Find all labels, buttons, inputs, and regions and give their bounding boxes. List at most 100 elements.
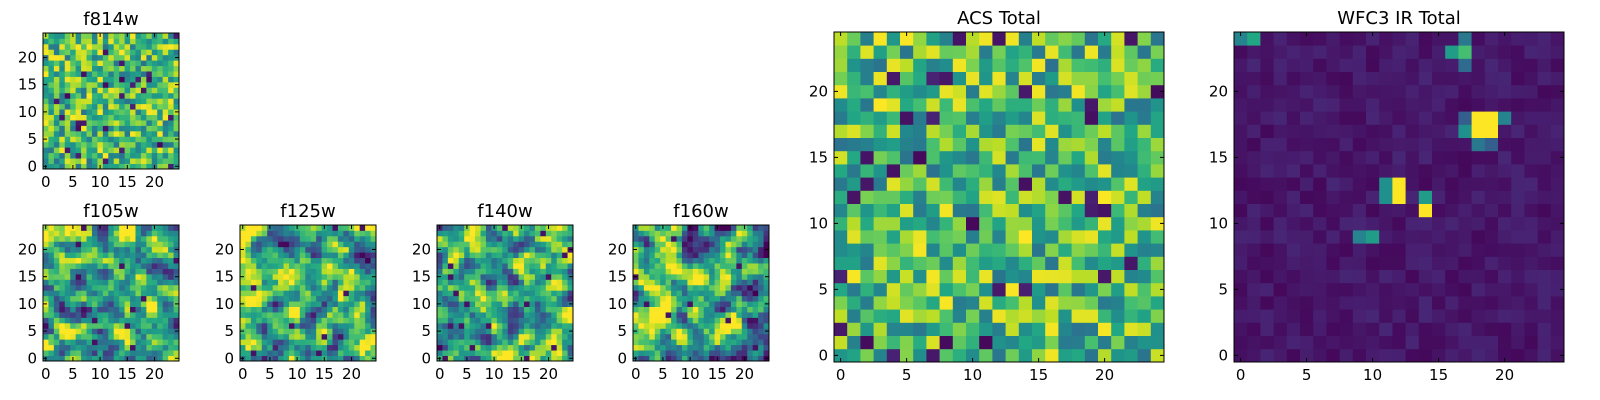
heatmap-cell [75,71,82,77]
heatmap-cell [81,301,87,307]
heatmap-cell [91,230,98,237]
heatmap-cell [1484,45,1499,59]
heatmap-cell [124,43,131,50]
heatmap-cell [288,246,295,253]
heatmap-cell [59,290,66,297]
heatmap-cell [245,301,252,307]
heatmap-cell [299,257,306,264]
heatmap-cell [119,344,125,351]
heatmap-cell [354,246,361,253]
heatmap-cell [1071,32,1086,46]
heatmap-cell [250,312,257,318]
heatmap-cell [1339,216,1354,231]
heatmap-cell [860,230,874,244]
heatmap-cell [687,263,694,269]
heatmap-cell [359,284,366,291]
heatmap-cell [992,71,1006,86]
heatmap-cell [1471,84,1486,99]
heatmap-cell [86,98,93,105]
heatmap-cell [847,190,861,204]
heatmap-cell [327,328,333,335]
heatmap-cell [321,279,328,286]
heatmap-cell [992,296,1006,310]
heatmap-cell [709,333,715,340]
heatmap-cell [1524,164,1538,178]
heatmap-cell [860,282,874,297]
heatmap-cell [1286,203,1301,218]
heatmap-cell [140,103,147,110]
heatmap-cell [1366,230,1380,244]
heatmap-cell [720,301,726,307]
heatmap-cell [730,246,737,253]
heatmap-cell [321,273,328,280]
heatmap-cell [256,257,263,264]
heatmap-cell [91,87,98,94]
heatmap-cell [939,58,954,72]
heatmap-cell [97,76,104,83]
heatmap-cell [442,317,449,324]
heatmap-cell [741,306,748,313]
heatmap-cell [1458,216,1472,231]
heatmap-cell [534,295,541,302]
heatmap-cell [113,235,120,242]
heatmap-cell [1339,348,1354,363]
heatmap-cell [545,295,552,302]
heatmap-cell [676,284,683,291]
heatmap-cell [736,317,743,324]
heatmap-cell [480,279,487,286]
heatmap-cell [442,241,449,248]
heatmap-cell [365,273,371,280]
heatmap-cell [365,279,371,286]
heatmap-cell [660,230,667,237]
heatmap-cell [687,273,694,280]
heatmap-cell [173,235,180,242]
heatmap-cell [671,225,677,231]
heatmap-cell [491,279,498,286]
heatmap-cell [267,290,274,297]
heatmap-cell [649,268,656,275]
heatmap-cell [157,65,164,72]
heatmap-cell [1098,296,1112,310]
heatmap-cell [730,295,737,302]
heatmap-cell [638,328,645,335]
heatmap-cell [113,65,120,72]
heatmap-cell [1524,335,1538,350]
heatmap-cell [551,279,558,286]
heatmap-cell [1537,282,1552,297]
heatmap-cell [70,125,77,132]
heatmap-cell [913,137,927,152]
heatmap-cell [660,339,667,346]
heatmap-cell [108,76,115,83]
heatmap-cell [524,301,530,307]
heatmap-cell [162,87,169,94]
heatmap-cell [1045,269,1059,284]
heatmap-cell [1352,243,1367,257]
heatmap-cell [337,328,344,335]
heatmap-cell [75,130,82,137]
heatmap-cell [873,84,888,99]
heatmap-cell [140,273,147,280]
heatmap-cell [1366,111,1380,125]
heatmap-cell [146,125,153,132]
heatmap-cell [485,344,492,351]
heatmap-cell [1326,203,1340,218]
heatmap-cell [671,246,677,253]
heatmap-cell [1124,137,1138,152]
heatmap-cell [1313,164,1327,178]
heatmap-cell [75,81,82,88]
heatmap-cell [1352,150,1367,165]
heatmap-cell [1418,98,1433,112]
heatmap-cell [1005,190,1020,204]
heatmap-cell [926,111,940,125]
heatmap-cell [1098,84,1112,99]
heatmap-cell [1032,190,1046,204]
heatmap-cell [491,295,498,302]
heatmap-cell [113,98,120,105]
heatmap-cell [108,38,115,45]
heatmap-cell [81,65,87,72]
heatmap-cell [256,306,263,313]
heatmap-cell [75,328,82,335]
heatmap-cell [97,54,104,61]
heatmap-cell [469,273,476,280]
heatmap-cell [703,235,710,242]
